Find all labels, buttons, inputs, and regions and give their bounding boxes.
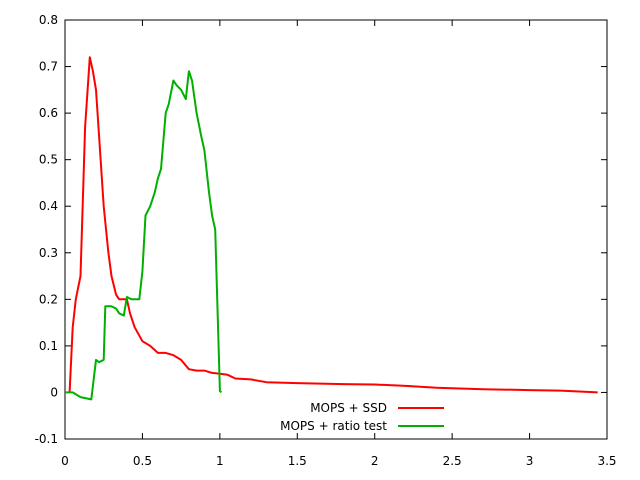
y-tick-label: 0 <box>50 385 58 399</box>
y-tick-label: -0.1 <box>35 432 58 446</box>
y-tick-label: 0.2 <box>39 292 58 306</box>
y-tick-label: 0.1 <box>39 339 58 353</box>
legend-label-1: MOPS + SSD <box>310 401 387 415</box>
x-tick-label: 3.5 <box>597 454 616 468</box>
y-tick-label: 0.6 <box>39 106 58 120</box>
plot-frame <box>64 19 608 440</box>
x-tick-label: 2 <box>371 454 379 468</box>
y-tick-label: 0.3 <box>39 246 58 260</box>
series-line-1 <box>68 56 598 394</box>
x-tick-label: 1 <box>216 454 224 468</box>
series-line-2 <box>65 70 223 401</box>
x-tick-label: 0.5 <box>133 454 152 468</box>
y-axis: -0.1 0 0.1 0.2 0.3 0.4 0.5 0.6 0.7 0.8 <box>35 13 607 446</box>
y-tick-label: 0.8 <box>39 13 58 27</box>
x-tick-label: 1.5 <box>288 454 307 468</box>
legend: MOPS + SSD MOPS + ratio test <box>280 401 444 433</box>
x-axis: 0 0.5 1 1.5 2 2.5 3 3.5 <box>61 20 617 468</box>
y-tick-label: 0.5 <box>39 153 58 167</box>
y-tick-label: 0.7 <box>39 60 58 74</box>
series-layer <box>65 56 598 401</box>
x-tick-label: 3 <box>526 454 534 468</box>
x-tick-label: 2.5 <box>443 454 462 468</box>
x-tick-label: 0 <box>61 454 69 468</box>
legend-label-2: MOPS + ratio test <box>280 419 387 433</box>
y-tick-label: 0.4 <box>39 199 58 213</box>
